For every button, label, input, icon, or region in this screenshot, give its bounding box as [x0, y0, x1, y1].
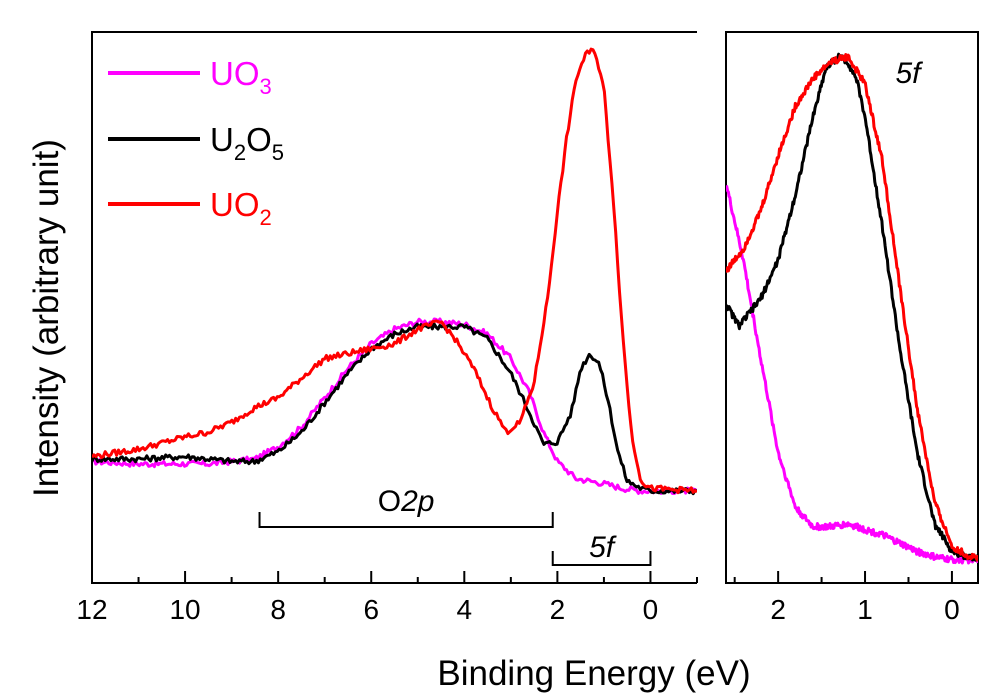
inset-x-ticks: 2 1 0 — [733, 571, 960, 625]
legend-label-subscript: 5 — [272, 140, 284, 165]
main-plot-frame — [91, 31, 697, 584]
inset-title: 5f — [895, 57, 923, 90]
y-axis-label: Intensity (arbitrary unit) — [27, 139, 66, 497]
x-axis-label: Binding Energy (eV) — [437, 654, 750, 693]
f5-bracket — [551, 551, 652, 566]
inset-x-tick-label: 2 — [770, 594, 786, 625]
legend-label-subscript: 2 — [234, 140, 246, 165]
legend-label: UO3 — [210, 55, 272, 99]
o2p-bracket — [258, 512, 554, 528]
inset-plot-frame — [725, 31, 979, 584]
main-annotations: O2p 5f — [258, 485, 652, 566]
main-series-uo2-line — [92, 47, 697, 495]
main-x-tick-label: 6 — [363, 594, 379, 625]
inset-series-uo3-line — [726, 184, 978, 565]
inset-x-tick-label: 1 — [857, 594, 873, 625]
legend-label-base: UO — [210, 186, 260, 223]
legend-label-mid: O — [246, 121, 272, 158]
main-series-clip — [92, 47, 697, 496]
main-x-tick-label: 8 — [270, 594, 286, 625]
inset-series-u2o5-line — [726, 52, 978, 562]
main-series-uo3-line — [92, 317, 697, 495]
inset-series-uo2-line — [726, 53, 978, 562]
legend-label-base: U — [210, 121, 234, 158]
main-x-tick-label: 2 — [550, 594, 566, 625]
o2p-label-pre: O — [378, 485, 401, 518]
legend-label-base: UO — [210, 55, 260, 92]
inset-series-group — [726, 52, 978, 565]
inset-panel: 2 1 0 5f — [725, 31, 979, 625]
main-series-group — [92, 47, 697, 496]
inset-x-tick-label: 0 — [944, 594, 960, 625]
main-x-tick-label: 10 — [169, 594, 200, 625]
o2p-label: O2p — [378, 485, 435, 518]
main-x-tick-label: 12 — [76, 594, 107, 625]
legend-label: UO2 — [210, 186, 272, 230]
legend-label-subscript: 3 — [260, 74, 272, 99]
main-x-tick-label: 4 — [457, 594, 473, 625]
legend-label: U2O5 — [210, 121, 284, 165]
main-x-ticks: 12 10 8 6 4 2 0 — [76, 571, 698, 625]
legend-label-subscript: 2 — [260, 205, 272, 230]
inset-series-clip — [726, 52, 978, 565]
main-series-u2o5-line — [92, 322, 697, 496]
f5-label: 5f — [589, 531, 617, 564]
o2p-label-italic: 2p — [400, 485, 434, 518]
main-x-tick-label: 0 — [643, 594, 659, 625]
